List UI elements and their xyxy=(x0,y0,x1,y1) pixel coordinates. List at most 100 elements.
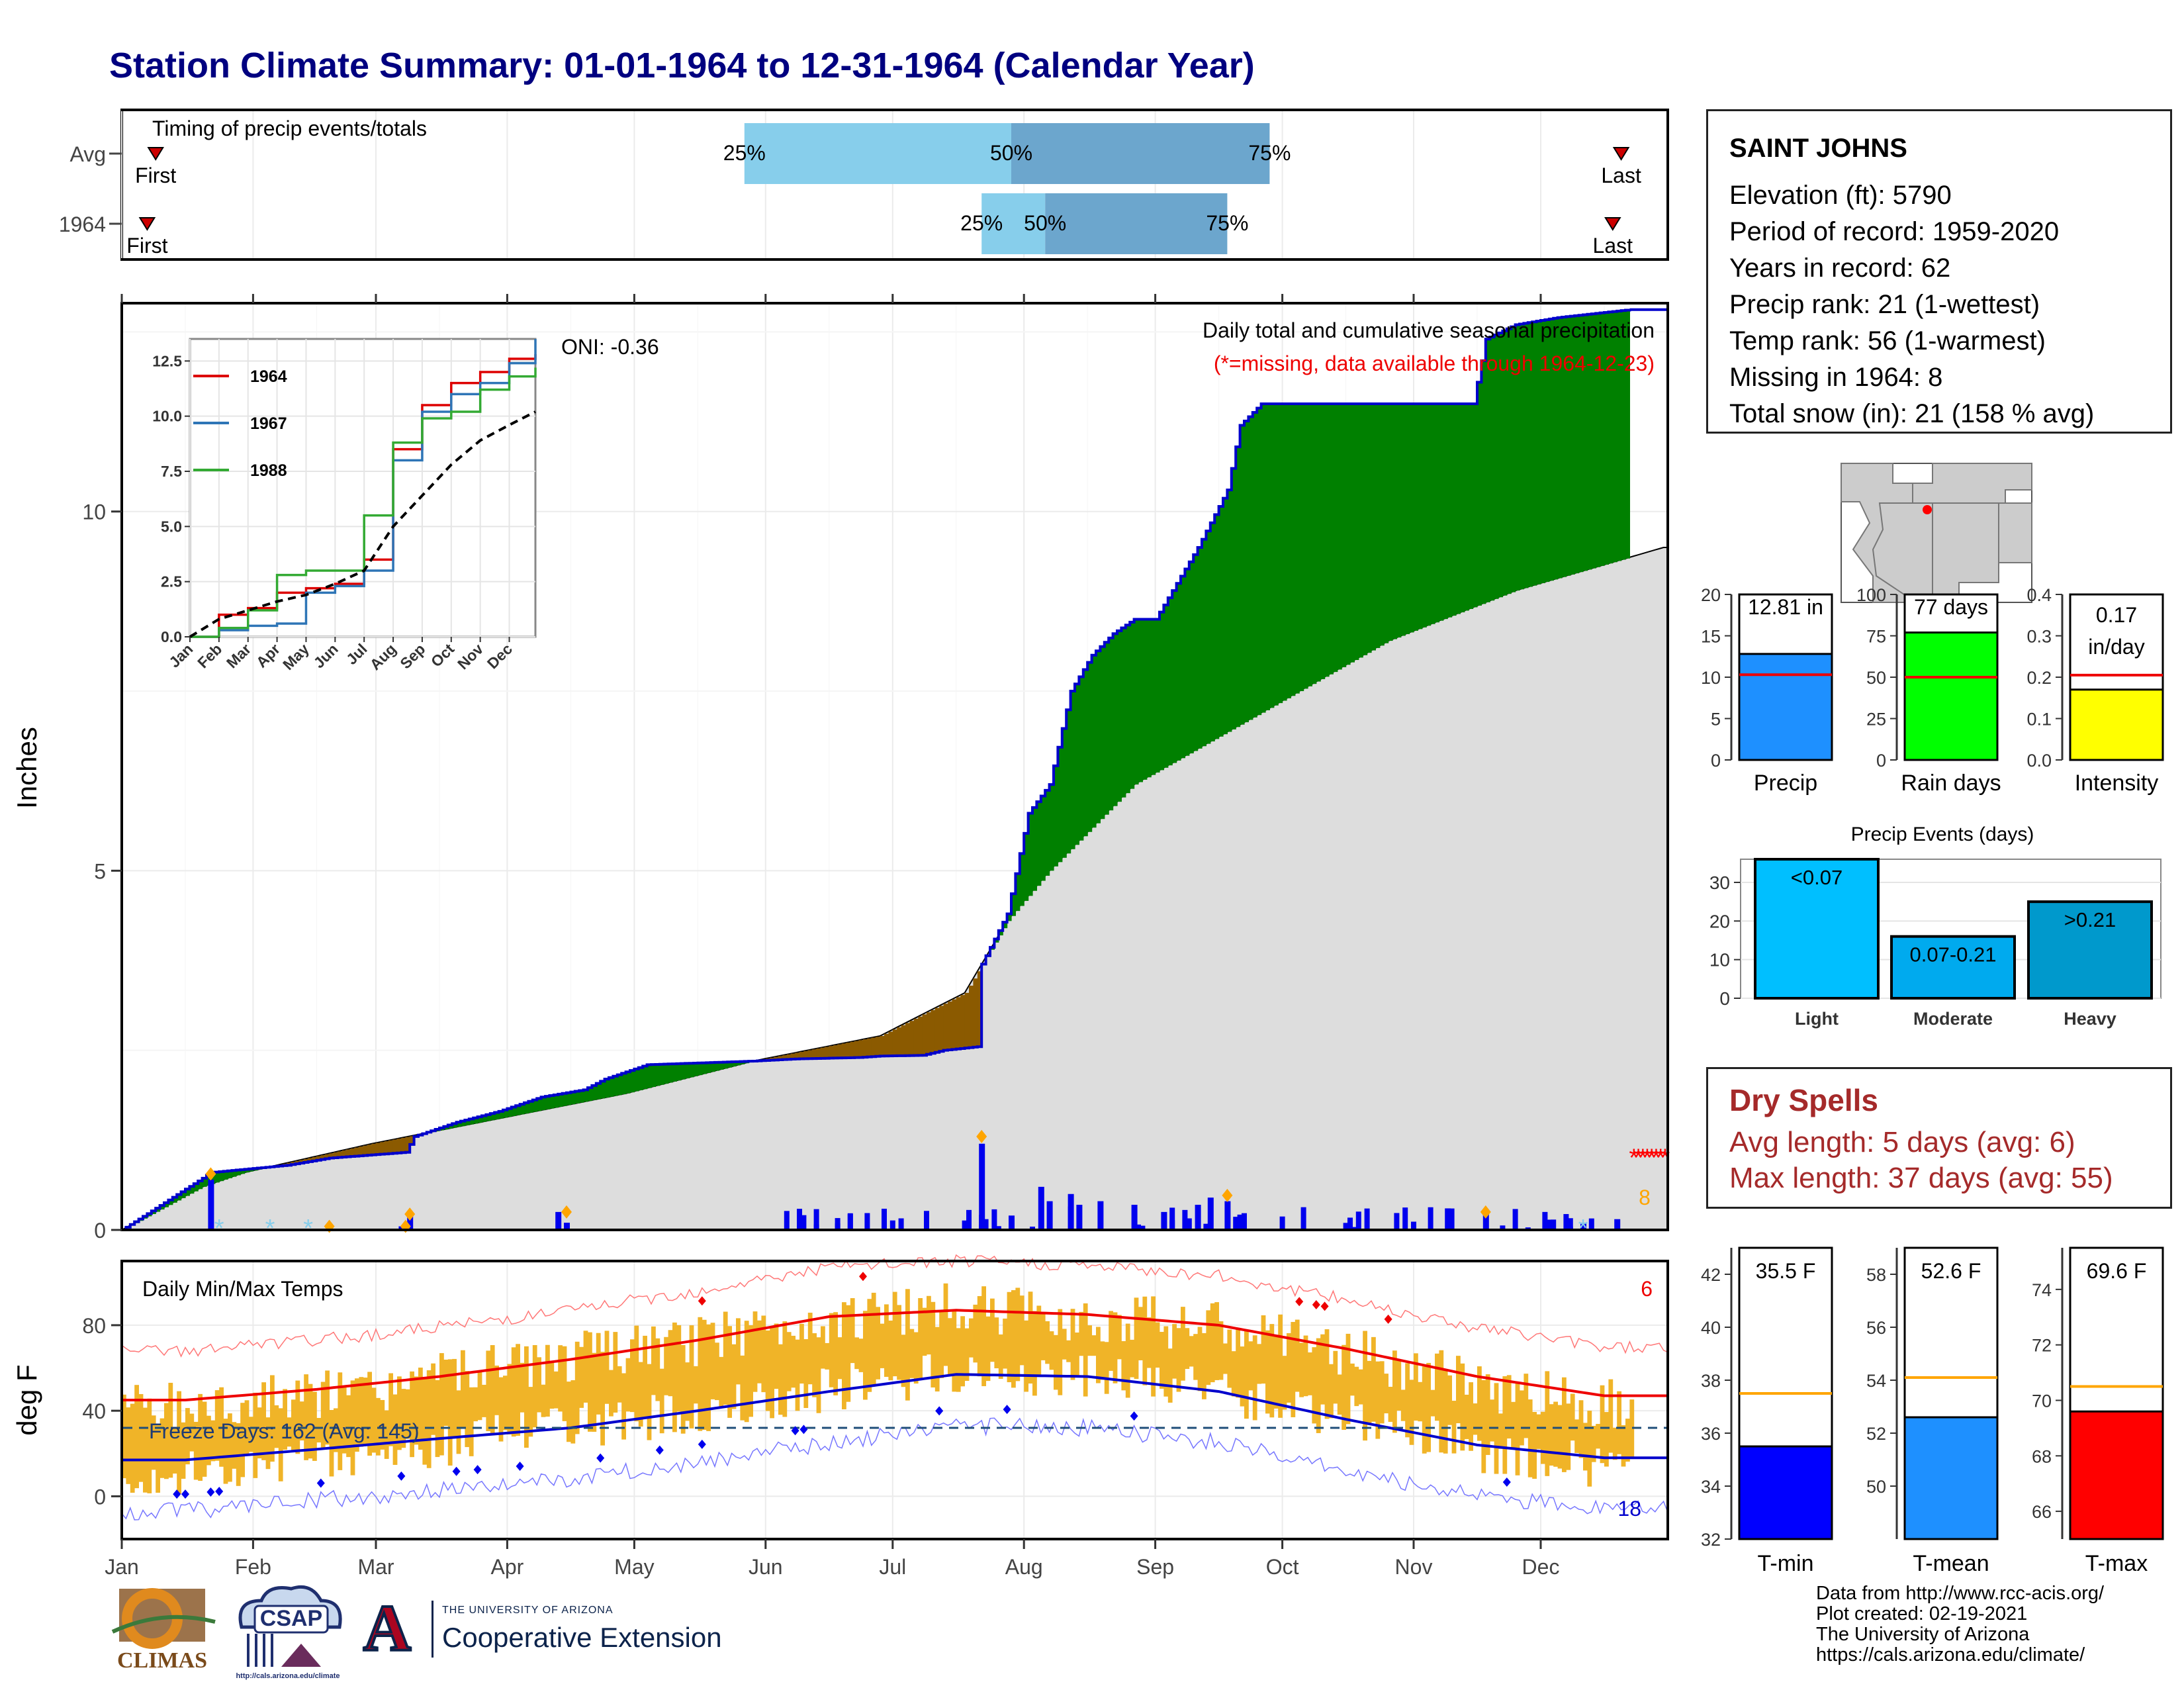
daily-temp-bar xyxy=(1435,1353,1439,1421)
above-average-band xyxy=(1036,802,1042,886)
above-average-band xyxy=(574,1091,580,1103)
record-low-marker xyxy=(1502,1477,1511,1487)
daily-temp-bar xyxy=(854,1337,859,1370)
daily-precip-bar xyxy=(1242,1213,1247,1230)
below-average-band xyxy=(854,1041,860,1058)
daily-temp-bar xyxy=(680,1344,686,1434)
daily-precip-bar xyxy=(1140,1225,1146,1230)
above-average-band xyxy=(1210,522,1215,742)
daily-temp-bar xyxy=(1291,1322,1296,1417)
daily-temp-bar xyxy=(799,1323,804,1384)
missing-marker: * xyxy=(1629,1144,1639,1172)
record-low-marker xyxy=(215,1486,224,1496)
daily-precip-bar xyxy=(847,1213,853,1230)
daily-precip-bar xyxy=(797,1209,802,1230)
daily-temp-bar xyxy=(1054,1335,1058,1390)
above-average-band xyxy=(731,1062,737,1067)
daily-temp-bar xyxy=(1625,1419,1630,1462)
daily-temp-bar xyxy=(956,1328,961,1392)
daily-precip-bar xyxy=(898,1218,904,1230)
record-low-marker xyxy=(791,1426,799,1436)
above-average-band xyxy=(727,1062,733,1068)
above-average-band xyxy=(1303,403,1308,689)
event-value-label: >0.21 xyxy=(2064,908,2116,931)
daily-temp-bar xyxy=(1345,1333,1351,1425)
above-average-band xyxy=(1003,922,1008,929)
daily-precip-bar xyxy=(983,1219,989,1230)
above-average-band xyxy=(710,1062,715,1072)
above-average-band xyxy=(1464,403,1469,611)
daily-temp-bar xyxy=(1308,1352,1312,1395)
daily-temp-bar xyxy=(325,1370,330,1445)
daily-temp-bar xyxy=(719,1356,724,1407)
record-high-marker xyxy=(698,1296,706,1306)
summary-ytick-label: 50 xyxy=(1866,668,1886,688)
daily-temp-bar xyxy=(549,1362,555,1409)
daily-temp-bar xyxy=(579,1346,584,1408)
daily-temp-bar xyxy=(418,1367,423,1450)
daily-temp-bar xyxy=(1439,1350,1444,1453)
daily-precip-bar xyxy=(1512,1209,1518,1230)
summary-value-label: 0.17 xyxy=(2096,603,2137,627)
daily-temp-bar xyxy=(465,1371,470,1448)
daily-temp-bar xyxy=(1578,1400,1584,1458)
below-average-band xyxy=(829,1046,834,1058)
daily-temp-bar xyxy=(1202,1333,1206,1399)
below-average-band xyxy=(329,1153,334,1158)
daily-temp-bar xyxy=(871,1292,876,1385)
record-low-marker xyxy=(935,1406,944,1416)
tbar-ytick-label: 36 xyxy=(1701,1424,1721,1444)
above-average-band xyxy=(151,1211,156,1215)
record-low-marker xyxy=(181,1489,189,1499)
above-average-band xyxy=(532,1100,537,1112)
daily-temp-bar xyxy=(1066,1340,1071,1362)
above-average-band xyxy=(1197,547,1203,749)
tbar-ytick-label: 54 xyxy=(1866,1371,1886,1391)
below-average-band xyxy=(956,997,961,1049)
above-average-band xyxy=(159,1205,165,1210)
above-average-band xyxy=(1146,619,1152,778)
below-average-band xyxy=(341,1150,347,1158)
daily-temp-bar xyxy=(312,1391,317,1461)
daily-temp-bar xyxy=(537,1357,541,1413)
daily-temp-bar xyxy=(257,1407,262,1459)
below-average-band xyxy=(825,1047,830,1058)
above-average-band xyxy=(168,1199,173,1205)
temp-panel: 0 40 80 Jan Feb Mar Apr May Jun Jul Aug Sep Oct Nov D… xyxy=(11,1254,1669,1579)
below-average-band xyxy=(799,1052,804,1059)
daily-temp-bar xyxy=(1167,1348,1173,1403)
above-average-band xyxy=(219,1171,224,1182)
daily-temp-bar xyxy=(634,1325,639,1422)
daily-temp-bar xyxy=(1587,1411,1592,1487)
summary-ytick-label: 0.2 xyxy=(2026,668,2052,688)
above-average-band xyxy=(715,1062,719,1071)
tbar-ytick-label: 66 xyxy=(2032,1502,2052,1522)
credit-university: The University of Arizona xyxy=(1816,1624,2030,1645)
daily-temp-bar xyxy=(1527,1399,1533,1477)
daily-precip-bar xyxy=(1542,1211,1548,1230)
daily-temp-bar xyxy=(1244,1330,1249,1419)
above-average-band xyxy=(1070,691,1075,849)
timing-rows: Avg 25% 50% 75% First Last 1964 25% 50% 75% First L… xyxy=(59,123,1641,258)
daily-temp-bar xyxy=(1574,1419,1579,1454)
above-average-band xyxy=(1172,590,1177,763)
below-average-band xyxy=(401,1137,406,1153)
daily-temp-bar xyxy=(778,1344,783,1415)
above-average-band xyxy=(1011,894,1016,916)
daily-temp-bar xyxy=(1218,1321,1224,1380)
daily-precip-bar xyxy=(1567,1218,1573,1230)
daily-temp-bar xyxy=(1113,1312,1118,1383)
above-average-band xyxy=(1109,637,1114,811)
csap-logo: CSAP http://cals.arizona.edu/climate xyxy=(228,1581,347,1683)
daily-temp-bar xyxy=(1371,1336,1376,1422)
daily-temp-bar xyxy=(1142,1296,1148,1385)
above-average-band xyxy=(1032,807,1037,891)
above-average-band xyxy=(579,1090,584,1103)
above-average-band xyxy=(1379,403,1385,646)
below-average-band xyxy=(833,1045,839,1058)
daily-temp-bar xyxy=(1464,1394,1469,1439)
daily-temp-bar xyxy=(786,1332,792,1391)
above-average-band xyxy=(1273,403,1279,706)
month-label: Oct xyxy=(1266,1555,1299,1579)
